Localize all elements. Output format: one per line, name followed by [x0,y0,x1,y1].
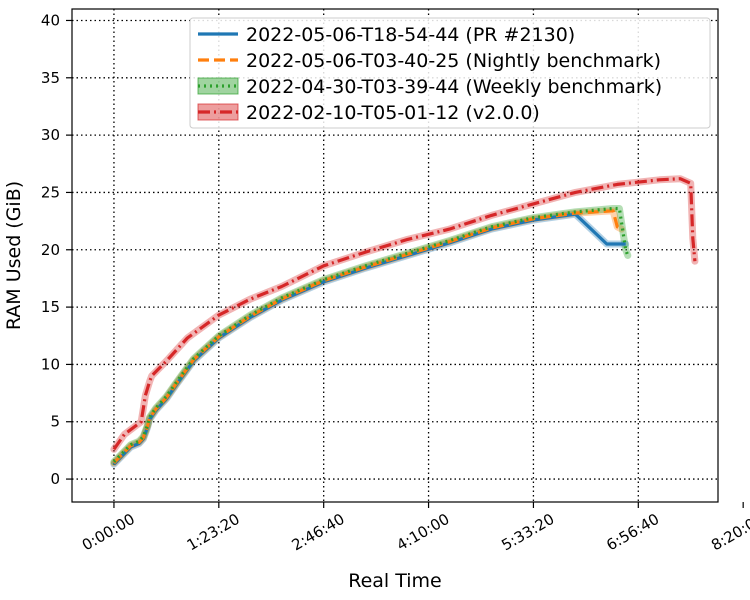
x-tick-label: 8:20:00 [708,510,750,555]
x-tick-label: 6:56:40 [603,510,662,555]
y-tick-label: 0 [50,470,60,488]
y-tick-label: 30 [41,126,60,144]
plot-frame [71,8,719,503]
x-tick-label: 2:46:40 [289,510,348,555]
x-axis-title: Real Time [348,570,442,592]
y-axis-title: RAM Used (GiB) [3,181,25,330]
x-axis: 0:00:00 1:23:20 2:46:40 4:10:00 5:33:20 6:56:… [79,502,750,554]
legend-label: 2022-05-06-T18-54-44 (PR #2130) [246,24,575,46]
legend-box [189,17,711,129]
legend-label: 2022-05-06-T03-40-25 (Nightly benchmark) [246,50,661,72]
legend-label: 2022-02-10-T05-01-12 (v2.0.0) [246,102,540,124]
y-tick-label: 20 [41,241,60,259]
y-tick-label: 10 [41,355,60,373]
x-tick-label: 1:23:20 [184,510,243,555]
y-axis: 0 5 10 15 20 25 30 35 40 [41,11,72,488]
y-tick-label: 15 [41,298,60,316]
x-tick-label: 5:33:20 [498,510,557,555]
y-tick-label: 40 [41,11,60,29]
series-lines [112,177,697,466]
x-tick-label: 4:10:00 [393,510,452,555]
y-tick-label: 25 [41,183,60,201]
series-line [112,209,623,465]
legend: 2022-05-06-T18-54-44 (PR #2130) 2022-05-0… [189,17,711,129]
legend-label: 2022-04-30-T03-39-44 (Weekly benchmark) [246,76,662,98]
series-band [110,175,699,453]
y-tick-label: 5 [50,413,60,431]
y-tick-label: 35 [41,69,60,87]
x-tick-label: 0:00:00 [79,510,138,555]
series-line [112,206,630,464]
series-line [112,177,697,451]
